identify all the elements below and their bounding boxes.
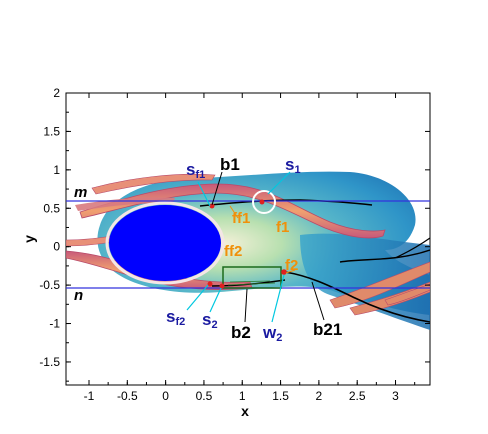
upper-shear-finger	[91, 173, 216, 195]
x-axis-label: x	[241, 403, 249, 419]
streamline-b1	[199, 199, 373, 207]
label-n: n	[74, 287, 83, 304]
y-tick-label: 2	[53, 86, 60, 100]
y-tick-label: 0.5	[43, 201, 60, 215]
label-sf2: sf2	[166, 307, 185, 328]
y-tick-label: 1.5	[43, 124, 60, 138]
cylinder-halo	[105, 201, 225, 285]
y-tick-label: -0.5	[39, 278, 60, 292]
point-sf1	[209, 203, 215, 209]
cylinder-body	[109, 205, 221, 281]
region-box	[222, 266, 282, 289]
y-axis-ticks: 2 1.5 1 0.5 0 -0.5 -1 -1.5	[39, 86, 430, 382]
y-axis-label: y	[21, 235, 37, 243]
x-tick-label: -1	[84, 389, 95, 403]
point-w2	[281, 269, 287, 275]
label-w2: w2	[262, 323, 282, 344]
x-tick-label: 1.5	[272, 389, 289, 403]
point-s2	[219, 283, 225, 289]
label-s1: s1	[285, 155, 301, 176]
x-tick-label: 1	[239, 389, 246, 403]
x-tick-label: 0	[162, 389, 169, 403]
point-sf2	[207, 281, 213, 287]
x-tick-label: 2.5	[349, 389, 366, 403]
upper-shear-layer	[79, 183, 386, 239]
label-ff2: ff2	[224, 243, 242, 260]
streamline-b21	[284, 271, 430, 323]
label-sf1: sf1	[186, 160, 205, 181]
label-ff1: ff1	[232, 210, 250, 227]
box-internal-lines	[227, 280, 276, 286]
y-tick-label: 1	[53, 163, 60, 177]
label-b21: b21	[313, 320, 342, 339]
streamline-wake	[339, 249, 430, 263]
plot-area	[66, 171, 430, 330]
x-tick-label: 2	[316, 389, 323, 403]
circle-marker	[252, 190, 276, 214]
y-tick-label: 0	[53, 240, 60, 254]
label-b1: b1	[220, 155, 240, 174]
label-f2: f2	[285, 257, 298, 274]
pointer-lines	[186, 171, 325, 323]
x-tick-label: -0.5	[117, 389, 138, 403]
annotations: b1 s1 sf1 ff1 f1 ff2 f2 sf2 s2 b2 w2 b21…	[74, 155, 342, 344]
label-m: m	[74, 184, 87, 201]
x-axis-ticks: -1 -0.5 0 0.5 1 1.5 2 2.5 3	[84, 93, 416, 403]
label-f1: f1	[276, 219, 289, 236]
x-tick-label: 0.5	[196, 389, 213, 403]
label-b2: b2	[231, 323, 251, 342]
x-tick-label: 3	[392, 389, 399, 403]
label-s2: s2	[202, 310, 218, 331]
streamline-wake-2	[394, 237, 430, 259]
y-tick-label: -1.5	[39, 355, 60, 369]
point-s1	[259, 199, 265, 205]
y-tick-label: -1	[49, 317, 60, 331]
